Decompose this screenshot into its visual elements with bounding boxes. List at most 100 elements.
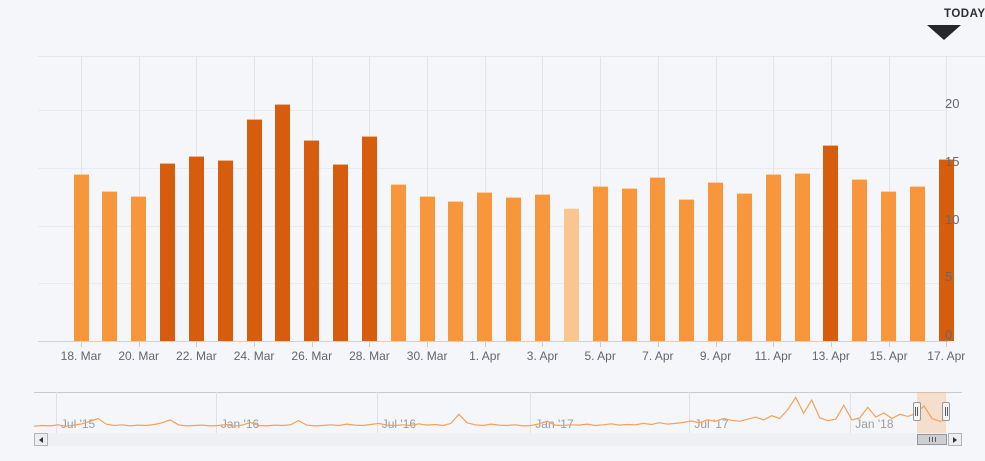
bar[interactable] <box>563 208 579 341</box>
grid-line-horizontal <box>38 167 948 169</box>
thumb-grip-icon <box>931 437 933 442</box>
x-axis-label: 15. Apr <box>869 349 908 363</box>
x-axis-tick <box>888 341 890 347</box>
bar[interactable] <box>823 144 839 341</box>
thumb-grip-icon <box>934 437 936 442</box>
bar[interactable] <box>102 190 118 341</box>
x-axis-label: 30. Mar <box>406 349 448 363</box>
today-pointer-icon <box>927 25 961 40</box>
x-axis-label: 1. Apr <box>469 349 501 363</box>
bar[interactable] <box>881 190 897 341</box>
bar[interactable] <box>304 140 320 341</box>
bar[interactable] <box>390 184 406 341</box>
bar[interactable] <box>160 163 176 341</box>
scrollbar-thumb[interactable] <box>916 434 948 445</box>
bar[interactable] <box>275 104 291 341</box>
x-axis-tick <box>657 341 659 347</box>
bar[interactable] <box>477 192 493 341</box>
bar[interactable] <box>506 196 522 341</box>
x-axis-tick <box>81 341 82 347</box>
bar[interactable] <box>650 177 666 341</box>
bar[interactable] <box>448 201 464 341</box>
grid-line-horizontal <box>38 283 948 285</box>
navigator-top-border <box>34 392 962 393</box>
handle-grip-icon <box>917 407 919 416</box>
bar[interactable] <box>188 156 204 341</box>
x-axis-tick <box>311 341 313 347</box>
x-axis-label: 17. Apr <box>927 349 966 363</box>
y-axis-label: 15 <box>945 153 960 169</box>
bar[interactable] <box>736 193 752 341</box>
navigator-right-handle[interactable] <box>942 402 951 421</box>
navigator-axis-label: Jan '16 <box>220 417 260 431</box>
scrollbar-track[interactable] <box>34 433 962 446</box>
x-axis-tick <box>600 341 602 347</box>
bar[interactable] <box>909 186 925 341</box>
x-axis-line <box>38 341 948 342</box>
navigator-selected-range[interactable] <box>916 392 947 433</box>
navigator-left-handle[interactable] <box>912 402 921 421</box>
x-axis-label: 11. Apr <box>754 349 792 363</box>
navigator-axis-label: Jul '17 <box>694 417 729 431</box>
bar[interactable] <box>765 173 781 341</box>
x-axis-label: 22. Mar <box>176 349 217 363</box>
plot-top-border <box>38 56 985 57</box>
bar[interactable] <box>679 199 695 341</box>
grid-line-horizontal <box>38 225 948 227</box>
bar[interactable] <box>621 187 637 341</box>
x-axis-label: 9. Apr <box>699 349 732 363</box>
bar[interactable] <box>246 119 262 341</box>
y-axis-label: 5 <box>945 269 953 285</box>
x-axis-tick <box>773 341 775 347</box>
bar[interactable] <box>361 135 377 341</box>
scrollbar-right-button[interactable] <box>948 433 962 446</box>
x-axis-label: 3. Apr <box>526 349 559 363</box>
navigator-axis-label: Jul '16 <box>381 417 417 431</box>
x-axis-tick <box>427 341 429 347</box>
handle-grip-icon <box>946 407 948 416</box>
thumb-grip-icon <box>928 437 930 442</box>
y-axis-label: 0 <box>945 327 953 342</box>
x-axis-tick <box>830 341 832 347</box>
navigator-grid-line <box>689 392 691 433</box>
bar[interactable] <box>73 173 89 341</box>
today-label: TODAY <box>944 8 985 20</box>
bar[interactable] <box>217 159 233 341</box>
navigator-series-line <box>34 396 948 427</box>
x-axis-label: 18. Mar <box>60 349 102 363</box>
scrollbar-left-button[interactable] <box>34 433 48 446</box>
bar[interactable] <box>333 164 349 341</box>
y-axis-label: 20 <box>945 96 960 112</box>
x-axis-label: 5. Apr <box>584 349 616 363</box>
x-axis-label: 20. Mar <box>118 349 160 363</box>
bar[interactable] <box>131 195 147 341</box>
handle-grip-icon <box>915 407 917 416</box>
x-axis-tick <box>369 341 371 347</box>
navigator-grid-line <box>55 392 57 433</box>
navigator-axis-label: Jan '17 <box>535 417 574 431</box>
bar[interactable] <box>419 195 435 341</box>
grid-line-horizontal <box>38 110 948 112</box>
x-axis-tick <box>946 341 948 347</box>
navigator-grid-line <box>850 392 852 433</box>
y-axis-label: 10 <box>945 211 960 227</box>
x-axis-label: 7. Apr <box>642 349 674 363</box>
bar[interactable] <box>938 158 954 341</box>
navigator-grid-line <box>376 392 378 433</box>
navigator-grid-line <box>530 392 532 433</box>
x-axis-label: 28. Mar <box>349 349 390 363</box>
handle-grip-icon <box>944 407 946 416</box>
bar[interactable] <box>534 194 550 341</box>
bar[interactable] <box>852 179 868 341</box>
x-axis-tick <box>254 341 256 347</box>
bar[interactable] <box>708 181 724 341</box>
x-axis-label: 26. Mar <box>291 349 333 363</box>
scroll-right-icon <box>953 436 957 443</box>
bar[interactable] <box>592 186 608 341</box>
bar[interactable] <box>794 172 810 341</box>
x-axis-label: 13. Apr <box>811 349 850 363</box>
navigator-axis-label: Jan '18 <box>855 417 894 431</box>
x-axis-label: 24. Mar <box>233 349 275 363</box>
x-axis-tick <box>138 341 140 347</box>
